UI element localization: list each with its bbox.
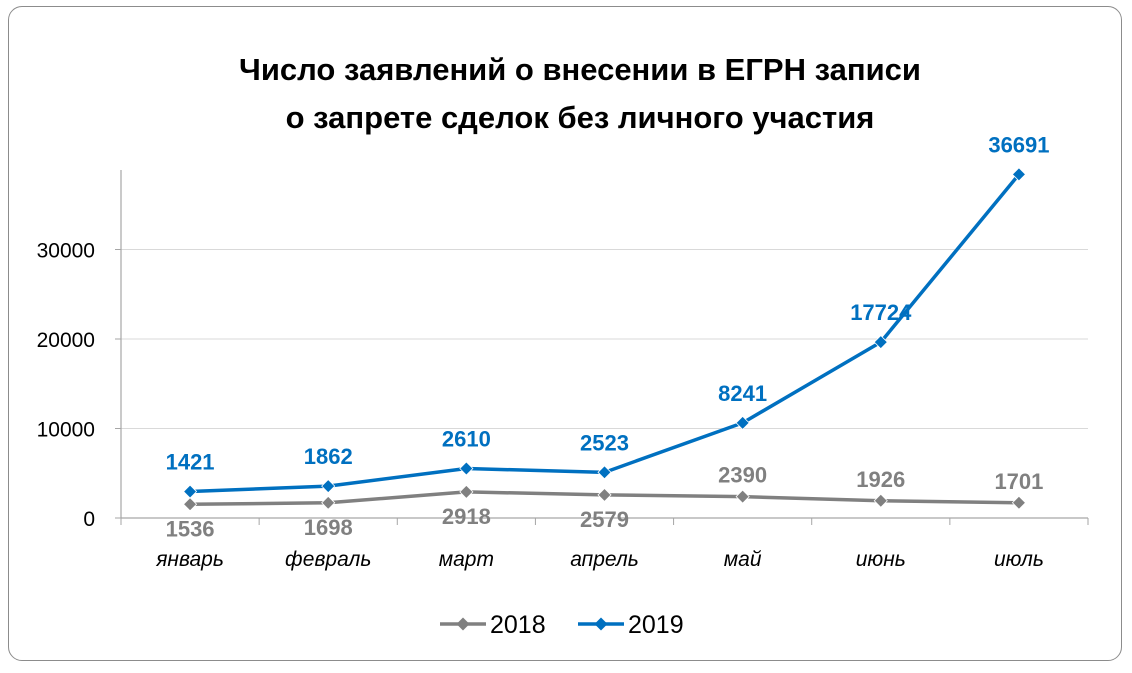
x-tick-label: февраль [285,548,371,571]
x-tick-label: июнь [856,548,906,571]
data-label: 1421 [166,450,215,475]
x-tick-label: май [724,548,762,571]
data-point [183,484,198,499]
data-label: 2918 [442,504,491,529]
data-point [873,335,888,350]
data-labels: 1536 1698 2918 2579 2390 1926 1701 1421 1862 2610… [166,132,1050,541]
data-point [597,465,612,480]
data-point [321,495,336,510]
data-label: 1701 [994,469,1043,494]
data-label: 36691 [988,132,1049,157]
data-label: 8241 [718,381,767,406]
x-tick-label: март [439,548,494,571]
data-point [873,493,888,508]
x-tick-label: апрель [570,548,639,571]
data-label: 2523 [580,430,629,455]
y-tick-label: 10000 [37,419,95,442]
data-label: 1698 [304,515,353,540]
chart-frame [8,6,1122,661]
data-label: 1926 [856,467,905,492]
series-group [183,167,1026,512]
data-point [183,497,198,512]
y-tick-label: 20000 [37,329,95,352]
legend-marker [594,617,608,631]
legend-marker [456,617,470,631]
legend: 2018 2019 [440,611,684,639]
data-point [459,461,474,476]
y-axis-ticks: 0 10000 20000 30000 [37,240,95,532]
data-point [1011,495,1026,510]
chart-title: Число заявлений о внесении в ЕГРН записи… [239,52,921,135]
data-label: 2610 [442,427,491,452]
legend-label: 2018 [490,611,546,639]
data-label: 1862 [304,444,353,469]
y-tick-label: 0 [83,508,95,531]
legend-label: 2019 [628,611,684,639]
data-label: 17724 [850,300,912,325]
data-point [735,415,750,430]
data-label: 2579 [580,507,629,532]
data-point [735,489,750,504]
data-point [1011,167,1026,182]
x-axis-ticks: январь февраль март апрель май июнь июль [155,548,1044,571]
y-tick-label: 30000 [37,240,95,263]
data-point [321,479,336,494]
data-point [597,487,612,502]
data-label: 2390 [718,463,767,488]
data-point [459,484,474,499]
data-label: 1536 [166,516,215,541]
x-tick-label: январь [155,548,224,571]
axes [115,170,1089,525]
gridlines [121,249,1088,429]
x-tick-label: июль [994,548,1044,571]
